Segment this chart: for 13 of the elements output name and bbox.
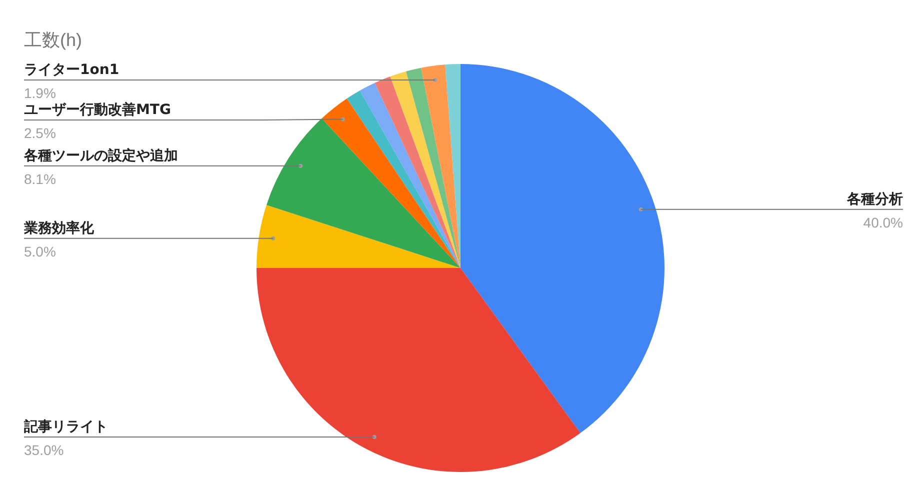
slice-label: ライター1on1 — [24, 62, 120, 78]
slice-label: 記事リライト — [23, 419, 108, 436]
slice-label: 業務効率化 — [23, 219, 95, 236]
data-label: 8.1% — [24, 170, 56, 187]
data-label: 2.5% — [24, 125, 56, 142]
data-label: 40.0% — [863, 214, 903, 230]
chart-title: 工数(h) — [24, 30, 82, 50]
slice-label: 各種ツールの設定や追加 — [23, 146, 178, 164]
data-label: 1.9% — [24, 85, 56, 102]
data-label: 5.0% — [24, 243, 56, 260]
slice-label: ユーザー行動改善MTG — [24, 101, 171, 118]
data-label: 35.0% — [24, 442, 64, 458]
slice-label: 各種分析 — [846, 191, 903, 208]
